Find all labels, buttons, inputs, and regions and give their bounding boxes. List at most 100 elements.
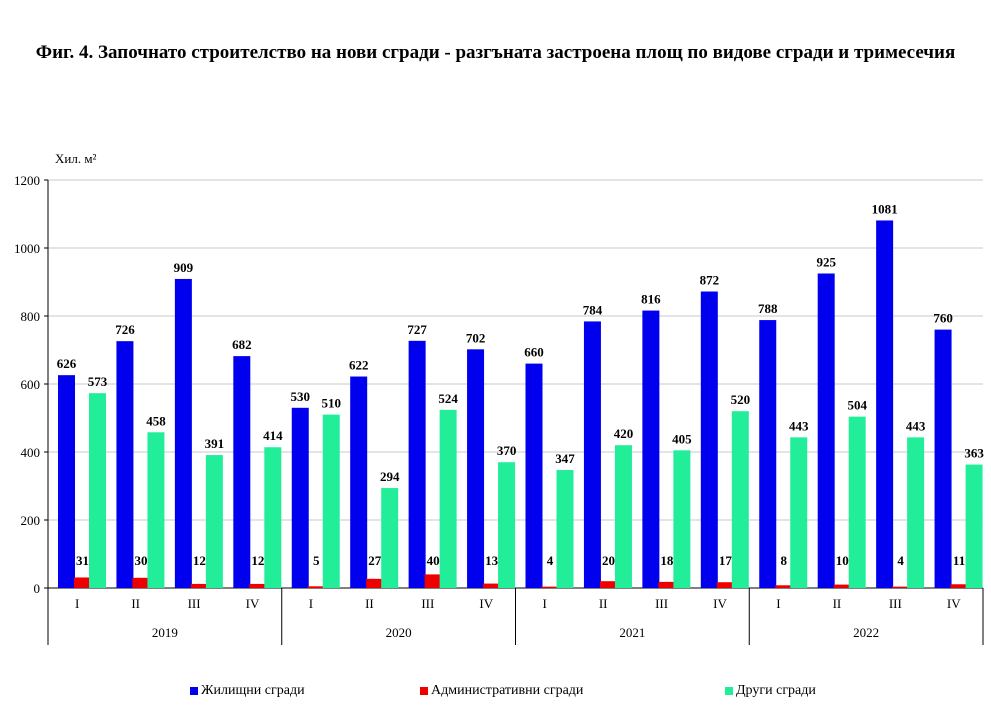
- bar: [658, 581, 676, 588]
- y-tick-label: 400: [21, 445, 41, 460]
- bar: [614, 445, 632, 588]
- year-label: 2021: [619, 625, 645, 640]
- legend-label: Други сгради: [736, 683, 816, 698]
- data-label: 510: [322, 396, 342, 411]
- bar: [759, 320, 777, 588]
- bar: [322, 414, 340, 588]
- x-tick-label: II: [599, 596, 608, 611]
- bar: [381, 488, 399, 588]
- y-tick-label: 1000: [14, 241, 40, 256]
- data-label: 504: [847, 398, 867, 413]
- bar: [132, 577, 150, 588]
- data-label: 816: [641, 292, 661, 307]
- legend-label: Административни сгради: [431, 683, 584, 698]
- data-label: 414: [263, 428, 283, 443]
- data-label: 17: [719, 553, 733, 568]
- bar: [642, 310, 660, 588]
- bar: [147, 432, 165, 588]
- bar: [525, 363, 543, 588]
- data-label: 530: [291, 389, 311, 404]
- bar: [934, 329, 952, 588]
- data-label: 1081: [872, 201, 898, 216]
- data-label: 27: [368, 553, 382, 568]
- y-tick-label: 200: [21, 513, 41, 528]
- data-label: 13: [485, 553, 499, 568]
- x-tick-label: II: [131, 596, 140, 611]
- bar: [731, 411, 749, 588]
- data-label: 347: [555, 451, 575, 466]
- y-tick-label: 600: [21, 377, 41, 392]
- bar: [700, 291, 718, 588]
- data-label: 10: [836, 553, 849, 568]
- data-label: 573: [88, 374, 108, 389]
- x-tick-label: I: [776, 596, 780, 611]
- bar: [249, 583, 267, 588]
- data-label: 784: [583, 302, 603, 317]
- data-label: 726: [115, 322, 135, 337]
- x-tick-label: I: [309, 596, 313, 611]
- bar: [116, 341, 134, 588]
- bar: [541, 586, 559, 588]
- data-label: 872: [700, 273, 720, 288]
- bar: [556, 470, 574, 588]
- data-label: 12: [251, 553, 264, 568]
- bar: [58, 375, 75, 588]
- y-tick-label: 0: [34, 581, 41, 596]
- bar: [673, 450, 691, 588]
- bar: [907, 437, 925, 588]
- bar: [190, 583, 208, 588]
- data-label: 520: [731, 392, 751, 407]
- data-label: 420: [614, 426, 634, 441]
- legend-item-administrative: Административни сгради: [420, 683, 583, 699]
- x-tick-label: III: [421, 596, 434, 611]
- year-label: 2022: [853, 625, 879, 640]
- legend-label: Жилищни сгради: [201, 683, 305, 698]
- bar: [965, 464, 983, 588]
- y-axis-label: Хил. м²: [55, 151, 97, 166]
- data-label: 370: [497, 443, 517, 458]
- data-label: 391: [205, 436, 225, 451]
- bar: [307, 586, 325, 588]
- data-label: 626: [57, 356, 77, 371]
- data-label: 760: [933, 311, 953, 326]
- data-label: 363: [964, 446, 984, 461]
- x-tick-label: IV: [713, 596, 727, 611]
- data-label: 524: [438, 391, 458, 406]
- bar: [483, 583, 501, 588]
- data-label: 443: [906, 418, 926, 433]
- data-label: 40: [427, 553, 440, 568]
- year-label: 2019: [152, 625, 178, 640]
- bar: [264, 447, 282, 588]
- x-tick-label: II: [365, 596, 374, 611]
- bar: [498, 462, 516, 588]
- bar: [350, 376, 368, 588]
- data-label: 4: [897, 553, 904, 568]
- bar: [892, 586, 910, 588]
- data-label: 702: [466, 330, 486, 345]
- data-label: 11: [953, 553, 965, 568]
- x-tick-label: I: [543, 596, 547, 611]
- data-label: 443: [789, 418, 809, 433]
- data-label: 31: [76, 553, 89, 568]
- x-tick-label: III: [188, 596, 201, 611]
- legend-swatch: [725, 687, 733, 695]
- bar: [876, 220, 894, 588]
- bar: [233, 356, 251, 588]
- bar: [74, 577, 91, 588]
- bar: [848, 416, 866, 588]
- y-tick-label: 800: [21, 309, 41, 324]
- bar: [716, 582, 734, 588]
- x-tick-label: IV: [479, 596, 493, 611]
- data-label: 788: [758, 301, 778, 316]
- x-tick-label: IV: [246, 596, 260, 611]
- legend-swatch: [190, 687, 198, 695]
- data-label: 622: [349, 358, 369, 373]
- data-label: 30: [134, 553, 147, 568]
- bar: [174, 278, 192, 588]
- bar: [439, 409, 457, 588]
- legend-item-other: Други сгради: [725, 683, 816, 699]
- x-tick-label: II: [833, 596, 842, 611]
- data-label: 4: [547, 553, 554, 568]
- x-tick-label: III: [655, 596, 668, 611]
